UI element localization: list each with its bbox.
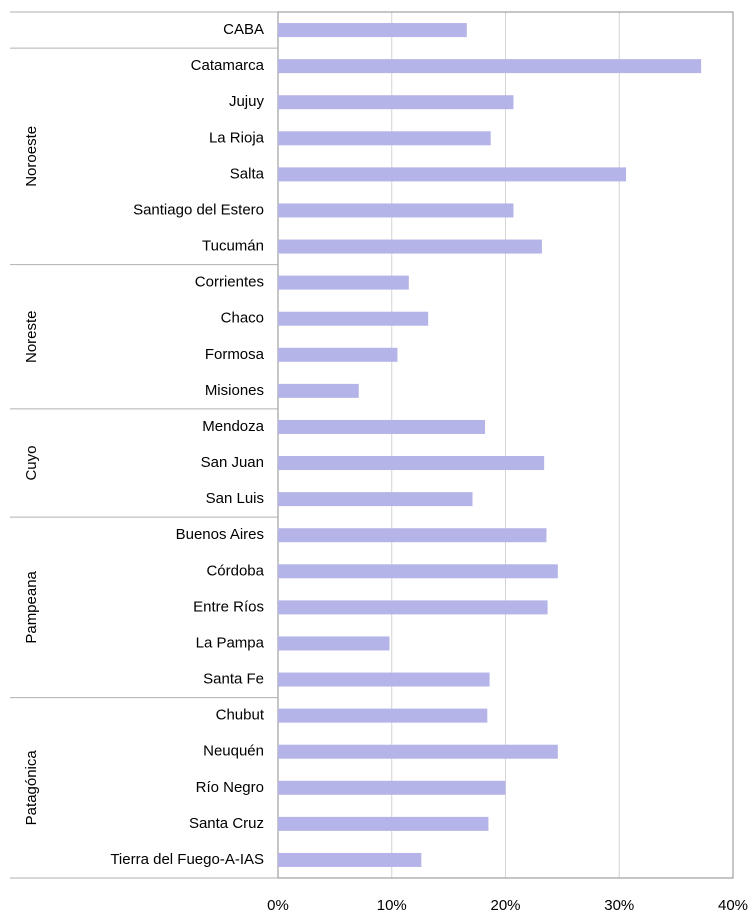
y-tick-label: Formosa	[205, 346, 265, 363]
bar	[278, 636, 390, 651]
x-tick-label: 20%	[490, 897, 520, 914]
x-tick-label: 10%	[377, 897, 407, 914]
y-tick-label: Santa Cruz	[189, 815, 264, 832]
bar	[278, 23, 467, 38]
y-tick-label: La Pampa	[196, 634, 265, 651]
group-label: Pampeana	[23, 570, 40, 643]
bar	[278, 167, 627, 182]
group-label: Noreste	[23, 310, 40, 363]
x-tick-label: 40%	[718, 897, 748, 914]
y-tick-label: Río Negro	[196, 779, 264, 796]
y-tick-label: Catamarca	[191, 57, 265, 74]
bar	[278, 311, 429, 326]
group-label: Noroeste	[23, 126, 40, 187]
group-label: Cuyo	[23, 446, 40, 481]
y-tick-label: Mendoza	[202, 418, 264, 435]
bar	[278, 203, 514, 218]
bar	[278, 347, 398, 362]
y-tick-label: Tierra del Fuego-A-IAS	[110, 851, 264, 868]
bar	[278, 852, 422, 867]
bar	[278, 672, 490, 687]
bar	[278, 456, 545, 471]
y-tick-label: Salta	[230, 165, 265, 182]
x-tick-label: 30%	[604, 897, 634, 914]
bar	[278, 708, 488, 723]
x-tick-label: 0%	[267, 897, 289, 914]
y-tick-label: San Luis	[206, 490, 264, 507]
bar	[278, 744, 558, 759]
bar	[278, 419, 486, 434]
bar	[278, 131, 491, 146]
bar	[278, 780, 506, 795]
y-tick-label: Neuquén	[203, 743, 264, 760]
y-tick-label: San Juan	[201, 454, 264, 471]
bar	[278, 383, 359, 398]
bar	[278, 275, 409, 290]
y-tick-label: Misiones	[205, 382, 264, 399]
bar	[278, 528, 547, 543]
y-tick-label: Santa Fe	[203, 671, 264, 688]
y-tick-label: Corrientes	[195, 274, 264, 291]
y-tick-label: La Rioja	[209, 129, 265, 146]
bar	[278, 564, 558, 579]
bar	[278, 816, 489, 831]
y-tick-label: Buenos Aires	[176, 526, 264, 543]
y-tick-label: Chubut	[216, 707, 265, 724]
y-tick-label: Chaco	[221, 310, 264, 327]
y-tick-label: Jujuy	[229, 93, 265, 110]
group-label: Patagónica	[23, 750, 40, 826]
y-tick-label: CABA	[223, 21, 264, 38]
y-tick-label: Entre Ríos	[193, 598, 264, 615]
y-tick-label: Tucumán	[202, 238, 264, 255]
y-tick-label: Santiago del Estero	[133, 201, 264, 218]
bar	[278, 492, 473, 507]
plot-border	[277, 11, 734, 879]
bar	[278, 95, 514, 110]
bar	[278, 59, 702, 74]
y-tick-label: Córdoba	[206, 562, 264, 579]
bar	[278, 600, 548, 615]
bar	[278, 239, 542, 254]
